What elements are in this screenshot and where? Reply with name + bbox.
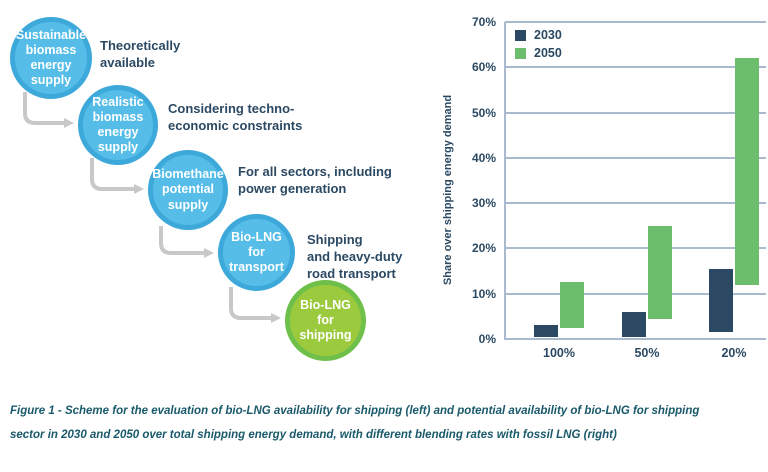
x-tick-20%: 20% xyxy=(721,346,747,360)
gridline-50% xyxy=(505,111,766,114)
gridline-20% xyxy=(505,247,766,250)
legend-item-2050: 2050 xyxy=(515,44,562,62)
gridline-60% xyxy=(505,66,766,69)
step-label-shipping-heavy-duty: Shipping and heavy-duty road transport xyxy=(307,232,403,282)
step-circle-realistic-biomass: Realistic biomass energy supply xyxy=(78,85,158,165)
legend-label-2050: 2050 xyxy=(534,46,562,60)
gridline-70% xyxy=(505,21,766,23)
bar-2030-100% xyxy=(534,325,558,337)
y-tick-60%: 60% xyxy=(471,60,496,75)
bar-2030-20% xyxy=(709,268,733,333)
step-circle-biolng-transport: Bio-LNG for transport xyxy=(218,214,295,291)
bar-2050-50% xyxy=(648,225,672,319)
bar-2030-50% xyxy=(622,311,646,337)
step-circle-sustainable-biomass: Sustainable biomass energy supply xyxy=(10,17,92,99)
gridline-0% xyxy=(505,338,766,340)
step-label-theoretically-available: Theoretically available xyxy=(100,38,181,71)
bar-2050-20% xyxy=(735,58,759,285)
y-tick-50%: 50% xyxy=(471,105,496,120)
y-tick-40%: 40% xyxy=(471,150,496,165)
gridline-30% xyxy=(505,202,766,205)
step-circle-biolng-shipping: Bio-LNG for shipping xyxy=(285,280,366,361)
y-tick-10%: 10% xyxy=(471,286,496,301)
x-tick-50%: 50% xyxy=(634,346,660,360)
step-label-techno-economic: Considering techno- economic constraints xyxy=(168,101,303,134)
gridline-10% xyxy=(505,292,766,295)
figure-caption: Figure 1 - Scheme for the evaluation of … xyxy=(10,405,700,441)
y-tick-30%: 30% xyxy=(471,196,496,211)
step-circle-biomethane-potential: Biomethane potential supply xyxy=(148,150,228,230)
x-tick-100%: 100% xyxy=(543,346,575,360)
y-tick-20%: 20% xyxy=(471,241,496,256)
flow-arrow-3 xyxy=(159,226,214,258)
y-tick-70%: 70% xyxy=(471,15,496,29)
y-tick-0%: 0% xyxy=(478,332,496,346)
chart-legend: 2030 2050 xyxy=(515,26,562,62)
gridline-40% xyxy=(505,156,766,159)
legend-swatch-2050 xyxy=(515,47,526,59)
y-axis-line xyxy=(504,22,506,340)
flow-arrow-4 xyxy=(229,287,281,323)
bar-2050-100% xyxy=(560,282,584,328)
legend-label-2030: 2030 xyxy=(534,28,562,42)
legend-item-2030: 2030 xyxy=(515,26,562,44)
legend-swatch-2030 xyxy=(515,29,526,41)
step-label-all-sectors: For all sectors, including power generat… xyxy=(238,164,392,197)
